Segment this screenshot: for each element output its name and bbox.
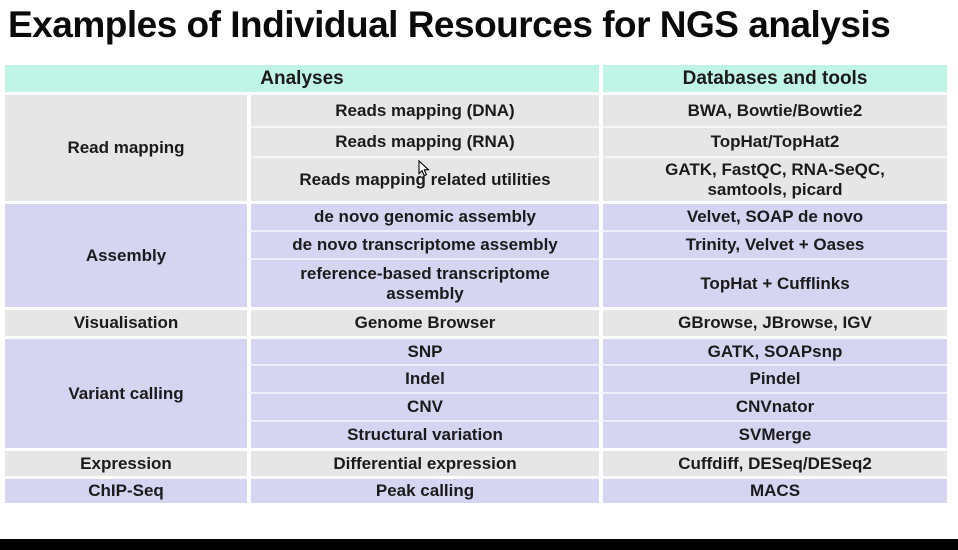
- tools-differential-expression: Cuffdiff, DESeq/DESeq2: [599, 448, 948, 476]
- table-row: Variant calling SNP GATK, SOAPsnp: [5, 336, 948, 448]
- analysis-differential-expression: Differential expression: [247, 448, 600, 476]
- category-chip-seq: ChIP-Seq: [5, 476, 247, 503]
- table-row: Reads mapping (RNA) TopHat/TopHat2: [5, 126, 948, 156]
- tools-reference-based: TopHat + Cufflinks: [599, 258, 948, 307]
- bottom-bar: [0, 539, 958, 550]
- category-read-mapping: Read mapping: [5, 95, 247, 201]
- category-expression: Expression: [5, 448, 247, 476]
- analysis-structural-variation: Structural variation: [247, 420, 600, 448]
- tools-de-novo-genomic: Velvet, SOAP de novo: [599, 201, 948, 230]
- analysis-cnv: CNV: [247, 392, 600, 420]
- header-databases-tools: Databases and tools: [599, 65, 948, 95]
- table-row: Expression Differential expression Cuffd…: [5, 448, 948, 476]
- table-row: Visualisation Genome Browser GBrowse, JB…: [5, 307, 948, 336]
- table-row: Read mapping Reads mapping (DNA) BWA, Bo…: [5, 95, 948, 201]
- tools-cnv: CNVnator: [599, 392, 948, 420]
- analysis-de-novo-transcriptome: de novo transcriptome assembly: [247, 230, 600, 258]
- table-row: Structural variation SVMerge: [5, 420, 948, 448]
- table-row: Reads mapping related utilities GATK, Fa…: [5, 156, 948, 201]
- analysis-snp: SNP: [247, 336, 600, 364]
- tools-genome-browser: GBrowse, JBrowse, IGV: [599, 307, 948, 336]
- category-assembly: Assembly: [5, 201, 247, 307]
- analysis-de-novo-genomic: de novo genomic assembly: [247, 201, 600, 230]
- analysis-indel: Indel: [247, 364, 600, 392]
- analysis-reads-mapping-dna: Reads mapping (DNA): [247, 95, 600, 126]
- tools-reads-mapping-rna: TopHat/TopHat2: [599, 126, 948, 156]
- tools-de-novo-transcriptome: Trinity, Velvet + Oases: [599, 230, 948, 258]
- header-row: Analyses Databases and tools: [5, 65, 948, 95]
- tools-snp: GATK, SOAPsnp: [599, 336, 948, 364]
- table-row: ChIP-Seq Peak calling MACS: [5, 476, 948, 503]
- table-row: Indel Pindel: [5, 364, 948, 392]
- analysis-reference-based: reference-based transcriptome assembly: [247, 258, 600, 307]
- tools-indel: Pindel: [599, 364, 948, 392]
- category-visualisation: Visualisation: [5, 307, 247, 336]
- table-row: de novo transcriptome assembly Trinity, …: [5, 230, 948, 258]
- table-row: CNV CNVnator: [5, 392, 948, 420]
- analysis-reads-mapping-utilities: Reads mapping related utilities: [247, 156, 600, 201]
- tools-reads-mapping-dna: BWA, Bowtie/Bowtie2: [599, 95, 948, 126]
- table-row: reference-based transcriptome assembly T…: [5, 258, 948, 307]
- category-variant-calling: Variant calling: [5, 336, 247, 448]
- header-analyses: Analyses: [5, 65, 600, 95]
- resources-table: Analyses Databases and tools Read mappin…: [5, 65, 948, 503]
- tools-structural-variation: SVMerge: [599, 420, 948, 448]
- page-title: Examples of Individual Resources for NGS…: [8, 4, 891, 45]
- tools-reads-mapping-utilities: GATK, FastQC, RNA-SeQC, samtools, picard: [599, 156, 948, 201]
- tools-peak-calling: MACS: [599, 476, 948, 503]
- analysis-reads-mapping-rna: Reads mapping (RNA): [247, 126, 600, 156]
- table-row: Assembly de novo genomic assembly Velvet…: [5, 201, 948, 307]
- analysis-genome-browser: Genome Browser: [247, 307, 600, 336]
- analysis-peak-calling: Peak calling: [247, 476, 600, 503]
